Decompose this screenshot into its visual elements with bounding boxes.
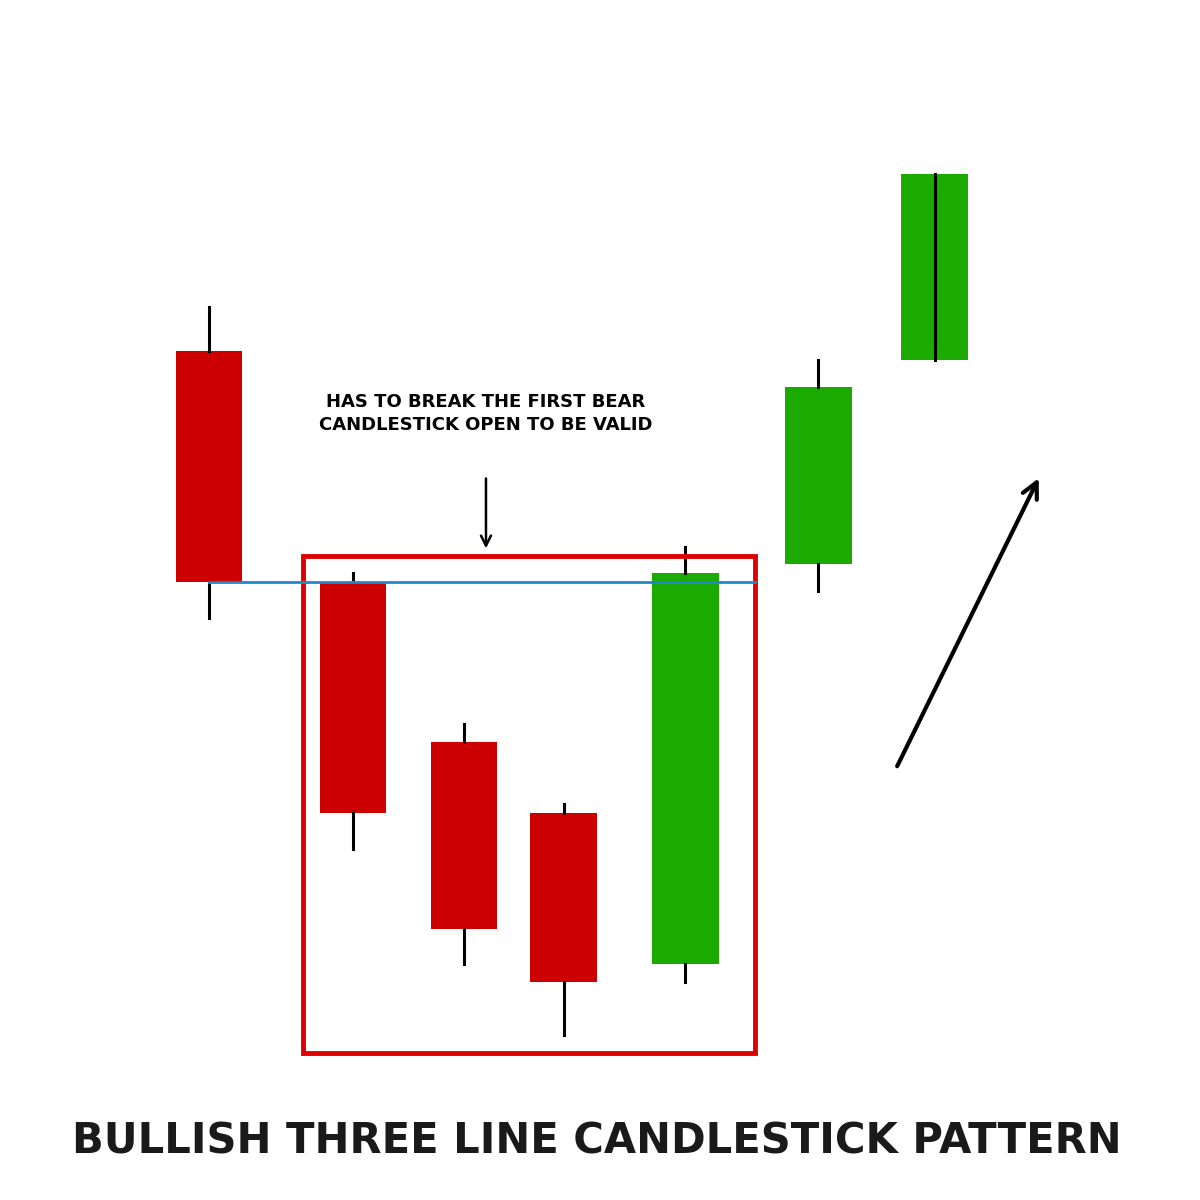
Bar	[431, 742, 497, 929]
Bar	[652, 574, 719, 964]
Bar	[785, 386, 852, 564]
Bar	[319, 582, 386, 814]
Bar	[901, 174, 968, 360]
Bar	[304, 556, 755, 1052]
Bar	[175, 352, 242, 582]
Text: HAS TO BREAK THE FIRST BEAR
CANDLESTICK OPEN TO BE VALID: HAS TO BREAK THE FIRST BEAR CANDLESTICK …	[319, 392, 653, 434]
Text: BULLISH THREE LINE CANDLESTICK PATTERN: BULLISH THREE LINE CANDLESTICK PATTERN	[72, 1121, 1122, 1163]
Bar	[530, 814, 596, 982]
